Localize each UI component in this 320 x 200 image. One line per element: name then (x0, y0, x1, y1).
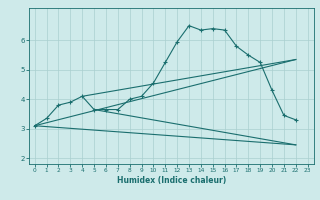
X-axis label: Humidex (Indice chaleur): Humidex (Indice chaleur) (116, 176, 226, 185)
